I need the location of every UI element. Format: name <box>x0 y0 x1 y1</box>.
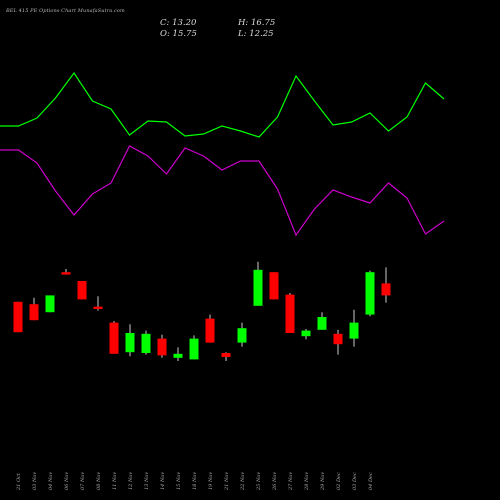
candle-up <box>301 330 311 337</box>
candle-up <box>45 295 55 313</box>
candle-down <box>381 283 391 296</box>
close-value: C: 13.20 <box>160 18 197 28</box>
candle-down <box>269 272 279 300</box>
x-tick-label: 04 Dec <box>368 472 374 490</box>
candle-up <box>349 322 359 339</box>
indicator-line-green <box>0 71 445 138</box>
candle-up <box>141 333 151 353</box>
x-tick-label: 02 Dec <box>336 472 342 490</box>
x-tick-label: 08 Nov <box>96 472 102 490</box>
candle-up <box>365 272 375 315</box>
candle-down <box>93 306 103 309</box>
candle-down <box>157 338 167 356</box>
candle-down <box>77 281 87 300</box>
candle-down <box>61 272 71 275</box>
x-tick-label: 03 Dec <box>352 472 358 490</box>
candle-down <box>333 333 343 345</box>
x-tick-label: 18 Nov <box>192 472 198 490</box>
x-tick-label: 26 Nov <box>272 472 278 491</box>
x-tick-label: 04 Nov <box>48 472 54 490</box>
x-tick-label: 03 Nov <box>32 472 38 490</box>
x-tick-label: 22 Nov <box>240 472 246 491</box>
candle-up <box>173 353 183 358</box>
candle-up <box>189 338 199 360</box>
x-tick-label: 14 Nov <box>160 472 166 490</box>
x-tick-label: 12 Nov <box>128 472 134 490</box>
x-tick-label: 27 Nov <box>288 472 294 491</box>
x-tick-label: 21 Oct <box>16 472 22 491</box>
candle-down <box>29 304 39 321</box>
candle-up <box>237 328 247 343</box>
chart-title: BEL 415 PE Options Chart MunafaSutra.com <box>6 8 125 14</box>
low-value: L: 12.25 <box>238 29 274 39</box>
indicator-line-magenta <box>0 145 445 237</box>
x-tick-label: 19 Nov <box>208 472 214 490</box>
candle-up <box>125 333 135 353</box>
x-tick-label: 13 Nov <box>144 472 150 490</box>
x-tick-label: 07 Nov <box>80 472 86 490</box>
x-tick-label: 15 Nov <box>176 472 182 490</box>
high-value: H: 16.75 <box>238 18 276 28</box>
candle-up <box>253 269 263 306</box>
candle-down <box>205 318 215 343</box>
candle-down <box>285 294 295 333</box>
x-tick-label: 11 Nov <box>112 472 118 490</box>
candle-down <box>109 322 119 354</box>
x-tick-label: 28 Nov <box>304 472 310 491</box>
candle-down <box>13 301 23 333</box>
x-tick-label: 29 Nov <box>320 472 326 491</box>
candle-up <box>317 317 327 330</box>
x-tick-label: 21 Nov <box>224 472 230 491</box>
open-value: O: 15.75 <box>160 29 197 39</box>
candle-down <box>221 353 231 357</box>
x-tick-label: 06 Nov <box>64 472 70 490</box>
x-tick-label: 25 Nov <box>256 472 262 491</box>
